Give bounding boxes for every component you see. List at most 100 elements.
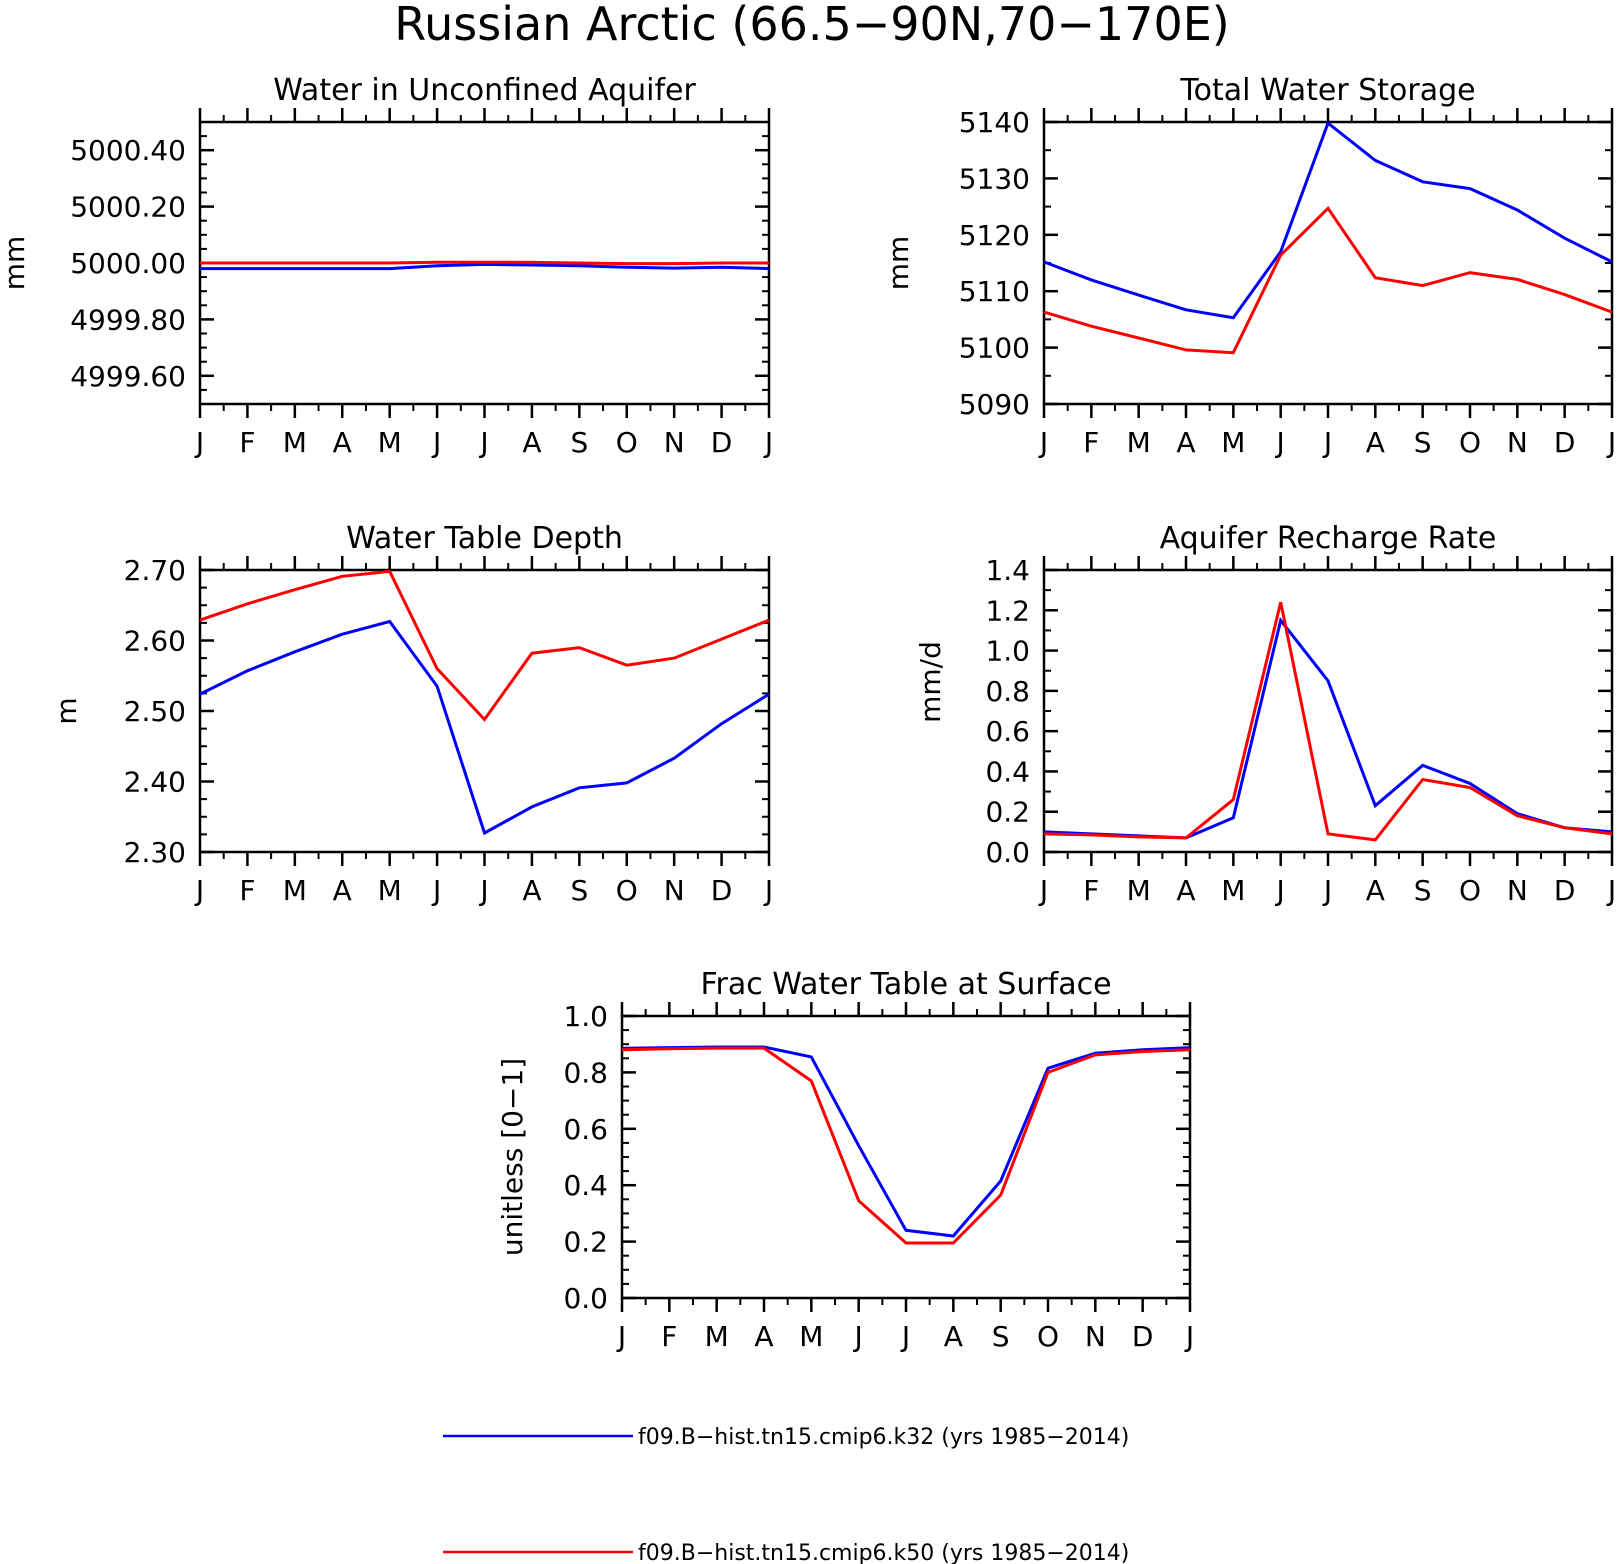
y-ticks: 0.0 0.2 0.4 0.6 0.8 1.0 <box>563 1000 1190 1315</box>
x-tick-label: J <box>194 426 204 459</box>
y-axis-label: mm <box>882 236 915 291</box>
y-axis-label: mm <box>0 236 31 291</box>
y-tick-label: 0.8 <box>985 675 1030 708</box>
x-tick-label: M <box>1221 874 1245 907</box>
panel-title: Water in Unconfined Aquifer <box>273 73 696 108</box>
x-tick-label: J <box>763 874 773 907</box>
x-tick-label: A <box>754 1320 773 1353</box>
series-line-k32 <box>200 262 770 271</box>
plot-frame <box>620 1014 1192 1300</box>
x-tick-label: M <box>1221 426 1245 459</box>
x-tick-label: J <box>478 426 488 459</box>
x-tick-label: A <box>1366 426 1385 459</box>
y-axis-label: mm/d <box>914 641 947 723</box>
x-tick-label: J <box>1322 426 1332 459</box>
y-tick-label: 5130 <box>959 162 1030 195</box>
x-tick-label: J <box>1038 426 1048 459</box>
y-ticks: 0.0 0.2 0.4 0.6 0.8 1.0 1.2 1.4 <box>985 554 1612 869</box>
y-tick-label: 5000.20 <box>70 191 186 224</box>
x-tick-label: D <box>1554 426 1576 459</box>
x-tick-label: O <box>616 426 638 459</box>
x-tick-label: M <box>283 426 307 459</box>
x-tick-label: N <box>1085 1320 1106 1353</box>
y-tick-label: 2.70 <box>124 554 186 587</box>
x-tick-label: A <box>1176 426 1195 459</box>
legend-label-k50: f09.B−hist.tn15.cmip6.k50 (yrs 1985−2014… <box>638 1541 1129 1564</box>
y-tick-label: 0.2 <box>985 796 1030 829</box>
x-tick-label: O <box>1037 1320 1059 1353</box>
y-tick-label: 2.40 <box>124 766 186 799</box>
x-tick-label: D <box>1132 1320 1154 1353</box>
y-tick-label: 5120 <box>959 219 1030 252</box>
y-tick-label: 0.0 <box>563 1282 608 1315</box>
x-tick-label: S <box>1414 874 1432 907</box>
figure-title: Russian Arctic (66.5−90N,70−170E) <box>394 0 1229 51</box>
panel-title: Aquifer Recharge Rate <box>1160 521 1497 556</box>
plot-frame <box>1042 568 1614 854</box>
x-tick-label: J <box>763 426 773 459</box>
x-tick-label: A <box>522 874 541 907</box>
panel-title: Frac Water Table at Surface <box>700 967 1111 1002</box>
y-tick-label: 0.4 <box>563 1169 608 1202</box>
x-tick-label: A <box>333 874 352 907</box>
plot-frame <box>1042 120 1614 406</box>
y-tick-label: 0.2 <box>563 1226 608 1259</box>
x-tick-label: A <box>944 1320 963 1353</box>
x-tick-label: M <box>705 1320 729 1353</box>
x-tick-label: O <box>1459 426 1481 459</box>
x-tick-label: J <box>431 874 441 907</box>
y-ticks: 5090 5100 5110 5120 5130 5140 <box>959 106 1612 421</box>
x-tick-label: A <box>1176 874 1195 907</box>
x-tick-label: N <box>664 426 685 459</box>
panel-title: Total Water Storage <box>1179 73 1475 108</box>
series-line-k50 <box>1043 601 1613 842</box>
y-ticks: 2.30 2.40 2.50 2.60 2.70 <box>124 554 769 869</box>
x-tick-label: J <box>1184 1320 1194 1353</box>
x-tick-label: M <box>378 426 402 459</box>
x-tick-label: O <box>1459 874 1481 907</box>
y-tick-label: 2.50 <box>124 695 186 728</box>
x-tick-label: J <box>900 1320 910 1353</box>
y-tick-label: 1.0 <box>985 635 1030 668</box>
x-tick-label: D <box>711 874 733 907</box>
y-tick-label: 0.0 <box>985 836 1030 869</box>
y-tick-label: 1.2 <box>985 594 1030 627</box>
y-axis-label: m <box>50 697 83 724</box>
x-tick-label: J <box>616 1320 626 1353</box>
y-tick-label: 5140 <box>959 106 1030 139</box>
x-tick-label: M <box>1127 874 1151 907</box>
y-tick-label: 4999.60 <box>70 360 186 393</box>
x-tick-label: S <box>1414 426 1432 459</box>
y-tick-label: 0.6 <box>985 715 1030 748</box>
series-line-k50 <box>621 1046 1191 1245</box>
y-tick-label: 1.4 <box>985 554 1030 587</box>
y-tick-label: 5000.40 <box>70 134 186 167</box>
y-tick-label: 2.60 <box>124 625 186 658</box>
y-tick-label: 0.4 <box>985 755 1030 788</box>
y-tick-label: 0.6 <box>563 1113 608 1146</box>
series-line-k32 <box>1043 617 1613 840</box>
x-tick-label: N <box>664 874 685 907</box>
x-tick-label: S <box>570 874 588 907</box>
y-tick-label: 5110 <box>959 275 1030 308</box>
x-tick-label: J <box>1275 874 1285 907</box>
x-tick-label: S <box>992 1320 1010 1353</box>
x-tick-label: A <box>522 426 541 459</box>
x-tick-label: J <box>1038 874 1048 907</box>
y-axis-label: unitless [0−1] <box>496 1058 529 1256</box>
x-tick-label: D <box>1554 874 1576 907</box>
x-tick-label: F <box>239 874 255 907</box>
y-ticks: 4999.60 4999.80 5000.00 5000.20 5000.40 <box>70 121 769 405</box>
x-tick-label: O <box>616 874 638 907</box>
y-tick-label: 5090 <box>959 388 1030 421</box>
series-line-k32 <box>621 1045 1191 1238</box>
x-tick-label: F <box>1083 874 1099 907</box>
x-tick-label: S <box>570 426 588 459</box>
y-tick-label: 1.0 <box>563 1000 608 1033</box>
